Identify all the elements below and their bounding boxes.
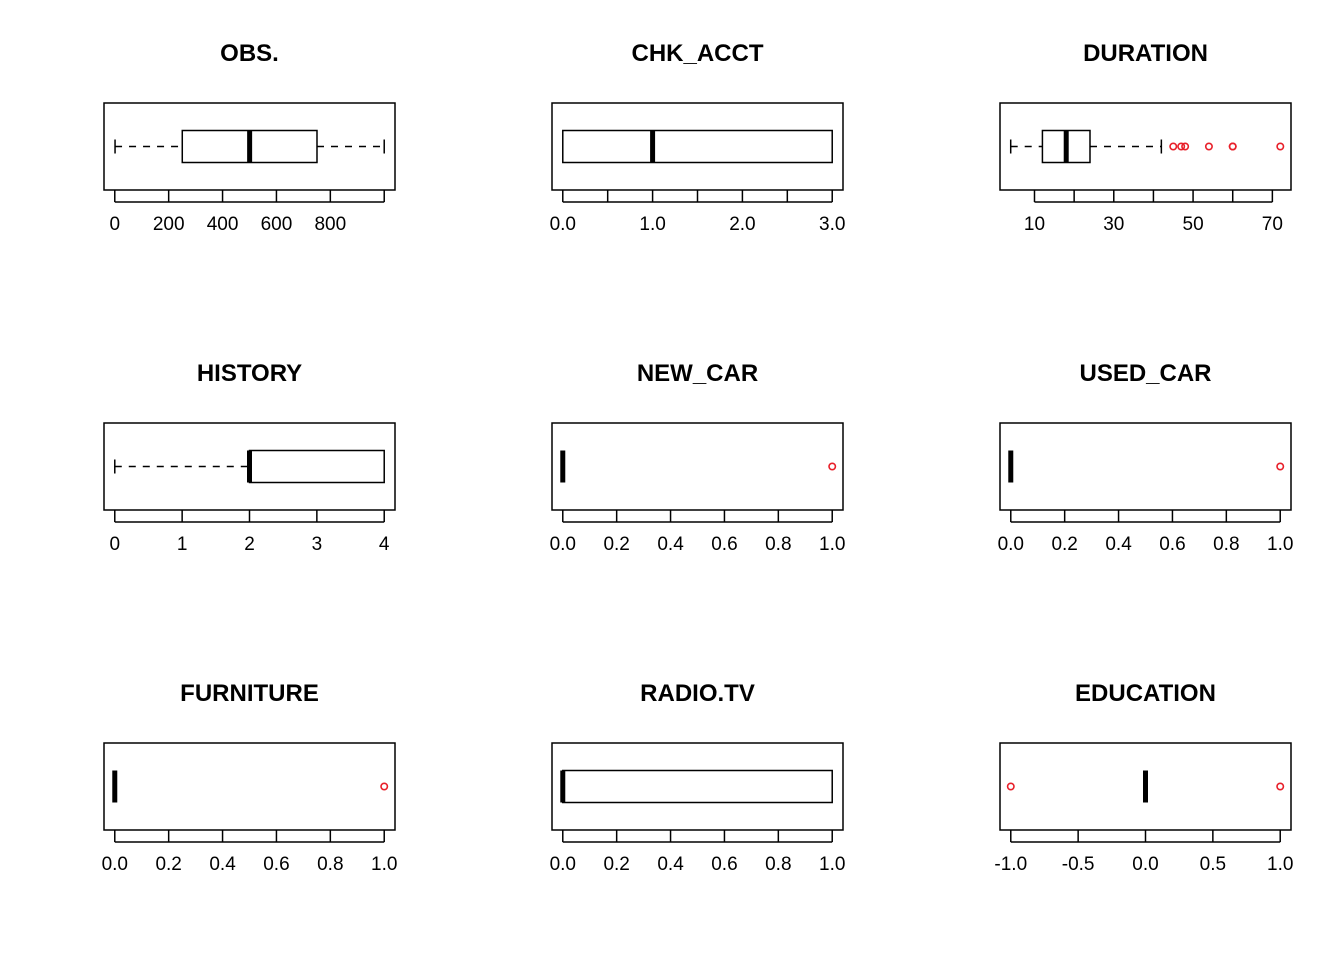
x-tick-label: 0.0: [998, 534, 1024, 555]
x-tick-label: 50: [1183, 214, 1204, 235]
x-tick-label: 1.0: [639, 214, 665, 235]
x-tick-label: -0.5: [1062, 854, 1095, 875]
x-tick-label: 600: [261, 214, 293, 235]
x-tick-label: 0.4: [209, 854, 236, 875]
x-tick-label: 0.2: [603, 534, 629, 555]
panel-title: OBS.: [220, 40, 279, 67]
x-tick-label: 0: [109, 214, 120, 235]
outlier-point: [1204, 142, 1213, 151]
x-tick-label: 0: [109, 534, 120, 555]
x-tick-label: 0.0: [1132, 854, 1158, 875]
plot-frame: [103, 102, 396, 191]
outlier-point: [1276, 782, 1285, 791]
x-tick-label: 200: [153, 214, 185, 235]
plot-frame: [999, 422, 1292, 511]
x-tick-label: 0.2: [1051, 534, 1077, 555]
x-tick-label: 3.0: [819, 214, 845, 235]
outlier-point: [1228, 142, 1237, 151]
x-tick-label: 800: [314, 214, 346, 235]
panel-title: HISTORY: [197, 360, 302, 387]
panel-obs: OBS. 0 200 400 600 800: [103, 40, 396, 235]
plot-frame: [551, 422, 844, 511]
panel-chk-acct: CHK_ACCT 0.0 1.0 2.0 3.0: [550, 40, 846, 235]
panel-title: USED_CAR: [1079, 360, 1211, 387]
x-tick-label: 0.4: [1105, 534, 1132, 555]
x-tick-label: 0.4: [657, 854, 684, 875]
panel-title: DURATION: [1083, 40, 1208, 67]
x-tick-label: 0.8: [317, 854, 343, 875]
x-tick-label: 0.2: [155, 854, 181, 875]
iqr-box: [562, 769, 833, 804]
x-tick-label: 0.8: [765, 534, 791, 555]
x-tick-label: 3: [312, 534, 323, 555]
x-tick-label: 0.5: [1200, 854, 1226, 875]
panel-title: CHK_ACCT: [632, 40, 764, 67]
panel-title: RADIO.TV: [640, 680, 755, 707]
outlier-point: [1181, 142, 1190, 151]
plot-frame: [103, 742, 396, 831]
outlier-point: [1276, 142, 1285, 151]
x-tick-label: 0.2: [603, 854, 629, 875]
outlier-point: [1169, 142, 1178, 151]
x-tick-label: 1: [177, 534, 188, 555]
x-tick-label: 1.0: [819, 534, 845, 555]
x-tick-label: 0.0: [550, 854, 576, 875]
x-tick-label: 0.8: [1213, 534, 1239, 555]
x-tick-label: 0.4: [657, 534, 684, 555]
panel-furniture: FURNITURE 0.0 0.2 0.4 0.6 0.8 1.0: [102, 680, 398, 875]
x-tick-label: 0.0: [550, 214, 576, 235]
panel-radio-tv: RADIO.TV 0.0 0.2 0.4 0.6 0.8 1.0: [550, 680, 846, 875]
outlier-point: [1276, 462, 1285, 471]
x-tick-label: 30: [1103, 214, 1124, 235]
outlier-point: [1177, 142, 1186, 151]
plot-frame: [551, 742, 844, 831]
plot-frame: [551, 102, 844, 191]
x-tick-label: 2: [244, 534, 255, 555]
panel-title: NEW_CAR: [637, 360, 758, 387]
x-tick-label: 0.6: [1159, 534, 1185, 555]
panel-education: EDUCATION -1.0 -0.5 0.0 0.5 1.0: [994, 680, 1293, 875]
x-tick-label: 1.0: [819, 854, 845, 875]
panel-title: FURNITURE: [180, 680, 319, 707]
x-tick-label: 0.6: [711, 854, 737, 875]
x-tick-label: -1.0: [994, 854, 1027, 875]
x-tick-label: 1.0: [371, 854, 397, 875]
x-tick-label: 4: [379, 534, 390, 555]
outlier-point: [828, 462, 837, 471]
x-tick-label: 10: [1024, 214, 1045, 235]
x-tick-label: 1.0: [1267, 854, 1293, 875]
panel-history: HISTORY 0 1 2 3 4: [103, 360, 396, 555]
iqr-box: [562, 129, 833, 164]
x-tick-label: 0.0: [102, 854, 128, 875]
outlier-point: [1006, 782, 1015, 791]
x-tick-label: 1.0: [1267, 534, 1293, 555]
x-tick-label: 400: [207, 214, 239, 235]
x-tick-label: 0.0: [550, 534, 576, 555]
x-tick-label: 0.6: [711, 534, 737, 555]
plot-frame: [999, 102, 1292, 191]
panel-used-car: USED_CAR 0.0 0.2 0.4 0.6 0.8 1.0: [998, 360, 1294, 555]
outlier-point: [380, 782, 389, 791]
iqr-box: [248, 449, 385, 484]
x-tick-label: 70: [1262, 214, 1283, 235]
x-tick-label: 0.8: [765, 854, 791, 875]
x-tick-label: 0.6: [263, 854, 289, 875]
panel-title: EDUCATION: [1075, 680, 1216, 707]
x-tick-label: 2.0: [729, 214, 755, 235]
panel-duration: DURATION 10 30 50 70: [999, 40, 1292, 235]
panel-new-car: NEW_CAR 0.0 0.2 0.4 0.6 0.8 1.0: [550, 360, 846, 555]
